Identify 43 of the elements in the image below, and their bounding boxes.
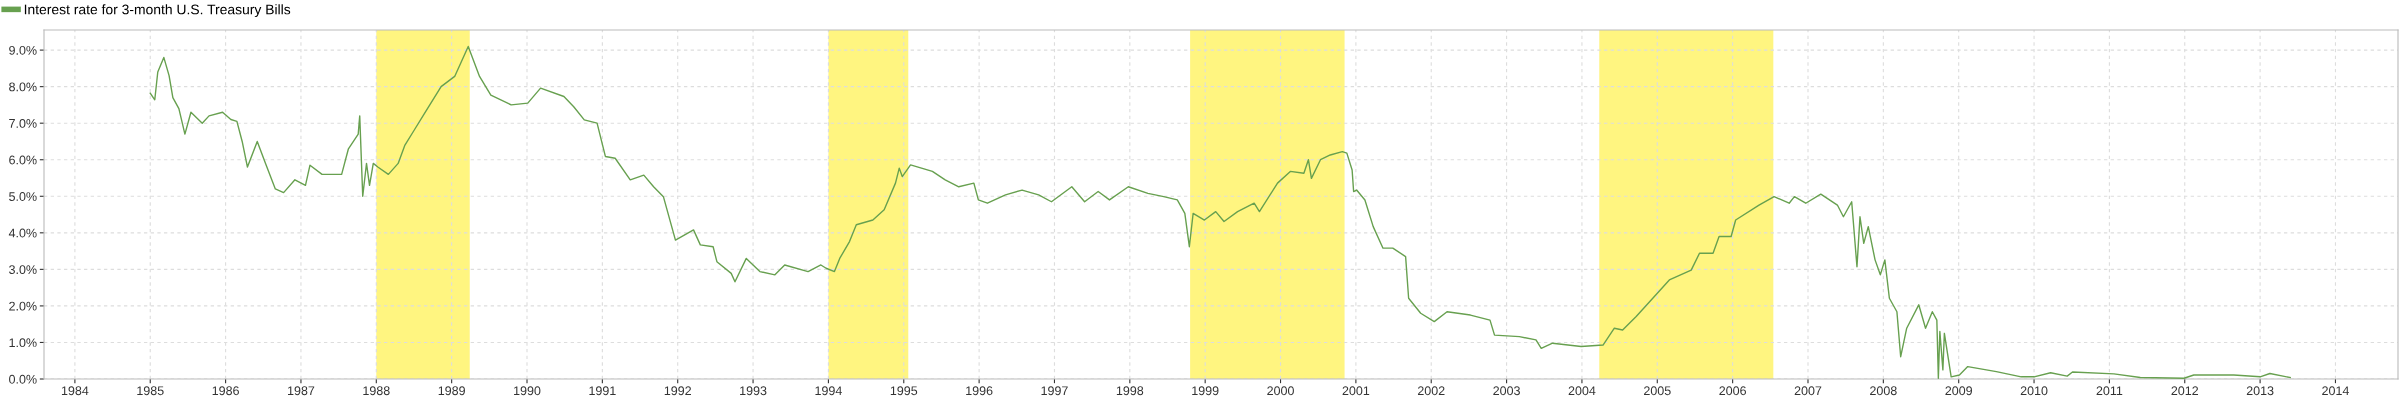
x-tick-label: 2013 bbox=[2246, 386, 2274, 396]
y-tick-label: 5.0% bbox=[9, 192, 37, 201]
x-tick-label: 1989 bbox=[438, 386, 465, 396]
x-tick-label: 1987 bbox=[288, 386, 315, 396]
y-tick-label: 8.0% bbox=[9, 82, 37, 92]
x-tick-label: 2006 bbox=[1719, 386, 1746, 396]
x-tick-label: 2002 bbox=[1417, 386, 1445, 396]
x-tick-label: 2014 bbox=[2322, 386, 2349, 396]
x-tick-label: 2001 bbox=[1342, 386, 1370, 396]
x-tick-label: 1997 bbox=[1041, 386, 1068, 396]
x-tick-label: 2009 bbox=[1945, 386, 1973, 396]
x-tick-label: 2012 bbox=[2171, 386, 2199, 396]
x-tick-label: 2011 bbox=[2096, 386, 2123, 396]
x-tick-label: 2010 bbox=[2020, 386, 2048, 396]
y-tick-label: 1.0% bbox=[9, 338, 37, 348]
x-tick-label: 1984 bbox=[61, 386, 89, 396]
y-tick-label: 6.0% bbox=[9, 155, 37, 165]
y-tick-label: 4.0% bbox=[8, 228, 37, 238]
y-tick-label: 9.0% bbox=[9, 45, 37, 55]
x-tick-label: 1990 bbox=[514, 386, 541, 396]
x-tick-label: 1988 bbox=[363, 386, 390, 396]
x-tick-label: 1991 bbox=[589, 386, 616, 396]
x-tick-label: 2007 bbox=[1794, 386, 1822, 396]
x-tick-label: 1994 bbox=[815, 386, 842, 396]
y-tick-label: 0.0% bbox=[9, 374, 37, 384]
y-tick-label: 2.0% bbox=[9, 301, 37, 311]
x-tick-label: 1985 bbox=[137, 386, 164, 396]
x-tick-label: 2000 bbox=[1267, 386, 1294, 396]
x-tick-label: 1992 bbox=[664, 386, 691, 396]
x-tick-label: 1986 bbox=[212, 386, 239, 396]
y-tick-label: 3.0% bbox=[9, 265, 37, 275]
y-tick-label: 7.0% bbox=[9, 118, 37, 128]
x-tick-label: 1999 bbox=[1192, 386, 1219, 396]
x-tick-label: 1998 bbox=[1116, 386, 1144, 396]
x-tick-label: 2003 bbox=[1493, 386, 1520, 396]
x-tick-label: 2004 bbox=[1568, 386, 1596, 396]
x-tick-label: 2005 bbox=[1644, 386, 1671, 396]
legend-label: Interest rate for 3-month U.S. Treasury Bills bbox=[24, 4, 291, 18]
x-tick-label: 1993 bbox=[740, 386, 767, 396]
line-series bbox=[149, 45, 2291, 379]
x-tick-label: 1995 bbox=[890, 386, 918, 396]
x-tick-label: 2008 bbox=[1870, 386, 1897, 396]
x-tick-label: 1996 bbox=[966, 386, 993, 396]
